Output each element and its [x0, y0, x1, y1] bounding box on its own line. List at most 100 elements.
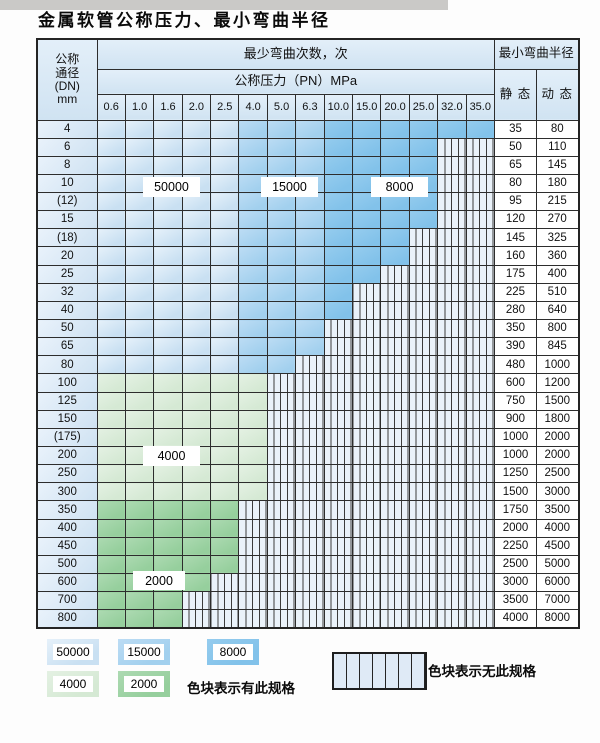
static-radius-value: 600 — [493, 373, 537, 393]
dn-label-cell: 150 — [36, 409, 98, 429]
no-spec-cell — [465, 228, 495, 248]
pressure-value-header: 5.0 — [266, 93, 297, 121]
spec-available-cell — [210, 173, 240, 194]
spec-available-cell — [153, 319, 183, 339]
static-radius-value: 160 — [493, 246, 537, 266]
spec-available-cell — [210, 246, 240, 266]
no-spec-cell — [295, 609, 325, 629]
spec-available-cell — [124, 282, 155, 302]
no-spec-cell — [408, 337, 439, 357]
no-spec-cell — [352, 427, 382, 448]
spec-available-cell — [323, 246, 354, 266]
spec-available-cell — [380, 228, 410, 248]
spec-available-cell — [323, 210, 354, 230]
spec-available-cell — [295, 319, 325, 339]
table-row-dn-500: 500 2500 5000 — [36, 554, 580, 575]
spec-available-cell — [96, 573, 126, 593]
spec-available-cell — [124, 228, 155, 248]
no-spec-cell — [266, 373, 297, 393]
spec-available-cell — [181, 155, 212, 175]
pressure-radius-table: 公称 通径 (DN) mm 最少弯曲次数，次 最小弯曲半径 公称压力（PN）MPa 静 态动 … — [36, 38, 580, 629]
spec-available-cell — [238, 337, 268, 357]
no-spec-cell — [380, 591, 410, 611]
spec-available-cell — [380, 137, 410, 157]
spec-available-cell — [96, 210, 126, 230]
spec-available-cell — [210, 536, 240, 556]
static-radius-value: 35 — [493, 119, 537, 139]
no-spec-cell — [437, 355, 467, 375]
no-spec-cell — [380, 337, 410, 357]
no-spec-cell — [408, 355, 439, 375]
static-radius-value: 2500 — [493, 554, 537, 575]
no-spec-cell — [437, 609, 467, 629]
spec-available-cell — [96, 355, 126, 375]
spec-available-cell — [124, 427, 155, 448]
no-spec-cell — [323, 591, 354, 611]
no-spec-cell — [380, 427, 410, 448]
spec-available-cell — [124, 518, 155, 538]
table-row-dn-350: 350 1750 3500 — [36, 500, 580, 520]
no-spec-cell — [380, 573, 410, 593]
pressure-value-header: 10.0 — [323, 93, 354, 121]
static-radius-value: 3000 — [493, 573, 537, 593]
no-spec-cell — [266, 573, 297, 593]
spec-available-cell — [124, 464, 155, 484]
static-radius-value: 120 — [493, 210, 537, 230]
spec-available-cell — [181, 536, 212, 556]
no-spec-cell — [408, 300, 439, 321]
spec-available-cell — [96, 536, 126, 556]
cycle-count-label-15000: 15000 — [261, 177, 318, 197]
spec-available-cell — [181, 282, 212, 302]
no-spec-cell — [465, 173, 495, 194]
static-radius-value: 350 — [493, 319, 537, 339]
legend-swatch-15000: 15000 — [118, 639, 170, 665]
pressure-value-header: 32.0 — [437, 93, 467, 121]
static-radius-value: 280 — [493, 300, 537, 321]
spec-available-cell — [266, 300, 297, 321]
table-row-dn-175: (175) 1000 2000 — [36, 427, 580, 448]
no-spec-cell — [266, 554, 297, 575]
static-radius-value: 390 — [493, 337, 537, 357]
spec-available-cell — [181, 391, 212, 411]
no-spec-cell — [266, 464, 297, 484]
spec-available-cell — [295, 264, 325, 284]
no-spec-cell — [238, 573, 268, 593]
spec-available-cell — [380, 246, 410, 266]
no-spec-cell — [323, 319, 354, 339]
spec-available-cell — [181, 554, 212, 575]
spec-available-cell — [153, 609, 183, 629]
dynamic-radius-value: 3000 — [535, 482, 580, 502]
static-radius-value: 1500 — [493, 482, 537, 502]
spec-available-cell — [210, 137, 240, 157]
spec-available-cell — [323, 282, 354, 302]
spec-available-cell — [210, 319, 240, 339]
spec-available-cell — [153, 300, 183, 321]
table-row-dn-150: 150 900 1800 — [36, 409, 580, 429]
spec-available-cell — [181, 246, 212, 266]
spec-available-cell — [124, 155, 155, 175]
spec-available-cell — [295, 155, 325, 175]
static-radius-value: 750 — [493, 391, 537, 411]
spec-available-cell — [295, 337, 325, 357]
dynamic-column-header: 动 态 — [535, 68, 580, 121]
table-row-dn-250: 250 1250 2500 — [36, 464, 580, 484]
cycle-count-label-50000: 50000 — [143, 177, 200, 197]
spec-available-cell — [124, 264, 155, 284]
spec-available-cell — [96, 173, 126, 194]
no-spec-cell — [408, 391, 439, 411]
static-radius-value: 4000 — [493, 609, 537, 629]
spec-available-cell — [96, 446, 126, 466]
spec-available-cell — [181, 355, 212, 375]
dynamic-radius-value: 8000 — [535, 609, 580, 629]
spec-available-cell — [266, 282, 297, 302]
spec-available-cell — [181, 409, 212, 429]
table-row-dn-800: 800 4000 8000 — [36, 609, 580, 629]
spec-available-cell — [153, 373, 183, 393]
table-row-dn-125: 125 750 1500 — [36, 391, 580, 411]
pressure-value-header: 20.0 — [380, 93, 410, 121]
spec-available-cell — [124, 246, 155, 266]
static-radius-value: 3500 — [493, 591, 537, 611]
dn-label-cell: 125 — [36, 391, 98, 411]
spec-available-cell — [266, 210, 297, 230]
dynamic-radius-value: 2000 — [535, 427, 580, 448]
